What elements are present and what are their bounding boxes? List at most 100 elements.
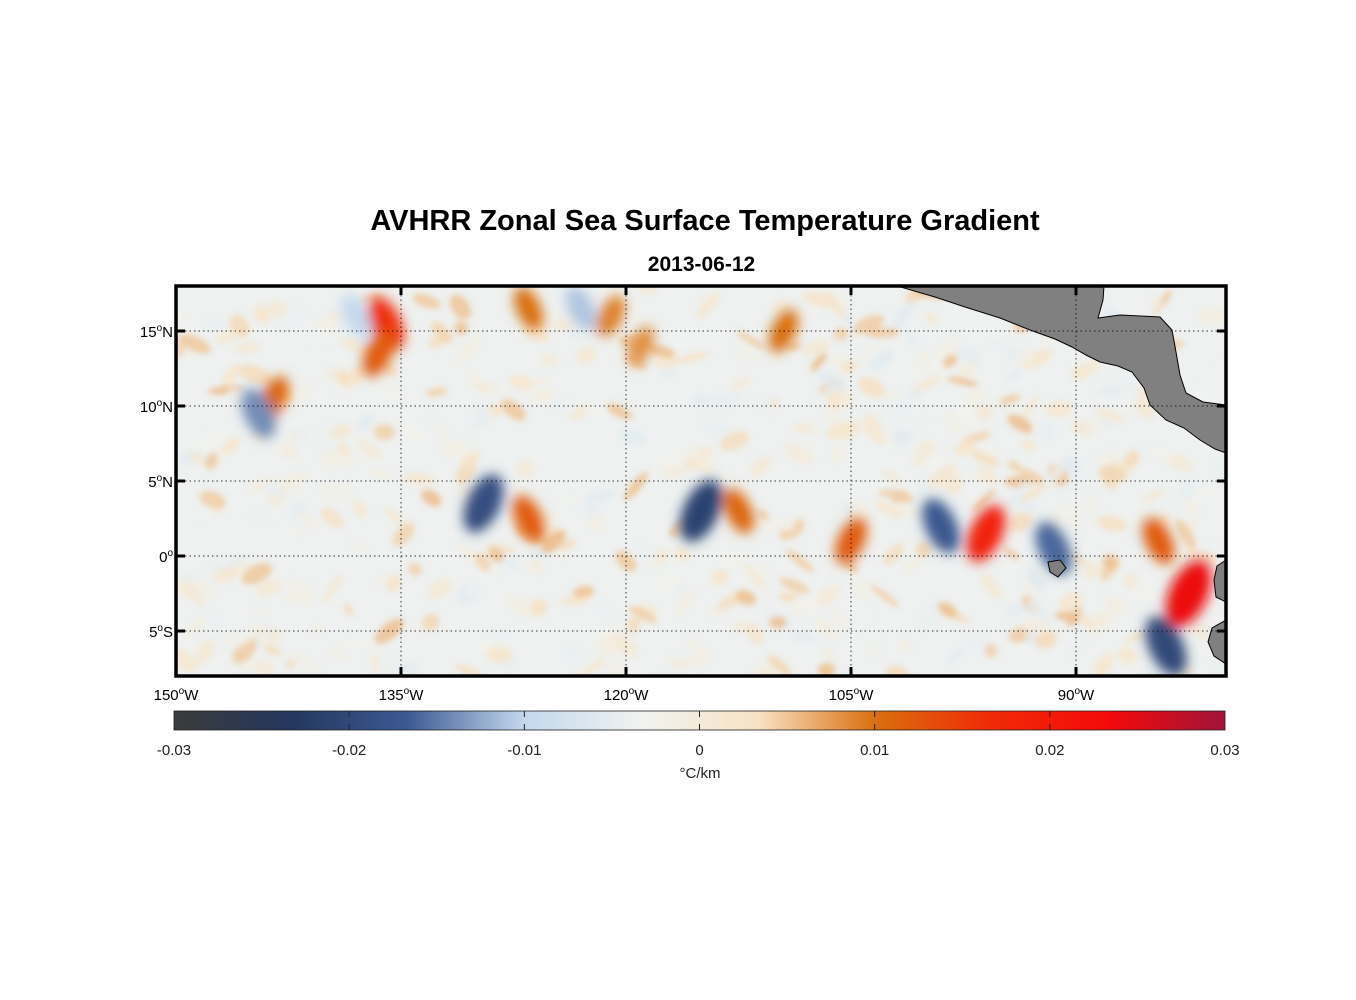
texture-blob — [684, 639, 700, 647]
texture-blob — [767, 655, 792, 676]
texture-blob — [1019, 468, 1045, 485]
texture-blob — [1094, 652, 1114, 676]
texture-blob — [292, 428, 307, 443]
texture-blob — [1054, 611, 1084, 622]
lat-tick-label: 10oN — [140, 398, 173, 416]
texture-blob — [660, 448, 687, 473]
texture-blob — [915, 351, 930, 367]
texture-blob — [891, 302, 914, 330]
gradient-feature — [835, 517, 867, 565]
texture-blob — [996, 559, 1020, 581]
texture-blob — [1190, 332, 1216, 361]
texture-blob — [675, 351, 710, 364]
texture-blob — [789, 599, 823, 614]
land-masses — [896, 286, 1226, 665]
texture-blob — [790, 632, 817, 642]
gradient-feature — [565, 286, 597, 331]
texture-blob — [919, 600, 945, 631]
texture-blob — [176, 647, 198, 673]
texture-blob — [328, 650, 349, 660]
texture-blob — [344, 587, 359, 601]
texture-blob — [783, 443, 815, 465]
texture-blob — [345, 366, 365, 387]
texture-blob — [787, 343, 802, 350]
texture-blob — [473, 383, 498, 391]
texture-blob — [579, 657, 608, 676]
texture-blob — [250, 604, 264, 616]
texture-blob — [892, 429, 913, 446]
texture-blob — [1196, 538, 1218, 553]
texture-blob — [249, 508, 266, 526]
texture-blob — [564, 645, 583, 662]
degree-symbol: o — [629, 686, 635, 697]
texture-blob — [737, 339, 760, 364]
texture-blob — [1095, 407, 1126, 423]
texture-blob — [954, 424, 983, 437]
texture-blob — [1008, 460, 1022, 472]
texture-blob — [857, 377, 885, 398]
texture-blob — [778, 592, 799, 602]
chart-title: AVHRR Zonal Sea Surface Temperature Grad… — [370, 205, 1040, 237]
lon-tick-label: 150oW — [154, 686, 200, 704]
texture-blob — [290, 502, 305, 518]
texture-blob — [256, 579, 283, 597]
degree-symbol: o — [1074, 686, 1080, 697]
texture-blob — [460, 451, 481, 468]
texture-blob — [288, 577, 305, 595]
texture-blob — [853, 366, 872, 384]
texture-blob — [851, 578, 871, 599]
texture-blob — [606, 403, 633, 420]
texture-blob — [930, 351, 950, 376]
gradient-feature — [512, 495, 545, 542]
texture-blob — [241, 563, 272, 585]
colorbar-tick-label: 0.03 — [1210, 742, 1239, 759]
texture-blob — [1177, 480, 1198, 502]
texture-blob — [318, 482, 353, 499]
texture-blob — [903, 328, 921, 350]
texture-blob — [587, 513, 605, 531]
texture-blob — [1024, 631, 1039, 646]
lon-tick-label: 90oW — [1058, 686, 1095, 704]
texture-blob — [343, 603, 354, 617]
texture-blob — [1116, 647, 1138, 664]
texture-blob — [980, 345, 1001, 367]
texture-blob — [918, 441, 932, 453]
texture-blob — [486, 646, 513, 663]
degree-symbol: o — [854, 686, 860, 697]
gradient-feature — [1035, 521, 1072, 576]
texture-blob — [196, 427, 226, 448]
texture-blob — [1129, 588, 1157, 601]
texture-blob — [221, 363, 241, 389]
south-america-land — [1207, 559, 1226, 665]
texture-blob — [392, 522, 415, 547]
chart-subtitle: 2013-06-12 — [647, 253, 756, 276]
texture-blob — [1123, 572, 1137, 589]
texture-blob — [199, 490, 226, 509]
texture-blob — [924, 453, 947, 473]
texture-blob — [810, 352, 827, 372]
texture-blob — [357, 415, 373, 431]
lat-tick-label: 15oN — [140, 323, 173, 341]
colorbar-tick-label: 0.01 — [860, 742, 889, 759]
texture-blob — [1037, 423, 1056, 441]
texture-blob — [969, 446, 1000, 467]
texture-blob — [633, 541, 658, 565]
texture-blob — [572, 585, 595, 598]
texture-blob — [585, 490, 619, 501]
texture-blob — [720, 430, 749, 451]
texture-blob — [980, 572, 1002, 600]
texture-blob — [494, 627, 507, 637]
texture-blob — [254, 659, 275, 676]
degree-symbol: o — [179, 686, 185, 697]
texture-blob — [277, 523, 300, 539]
texture-blob — [1068, 642, 1082, 660]
texture-blob — [1101, 419, 1114, 429]
texture-blob — [291, 380, 313, 404]
texture-blob — [421, 489, 442, 507]
texture-blob — [874, 500, 902, 519]
texture-blob — [690, 445, 709, 470]
texture-blob — [383, 363, 397, 377]
texture-blob — [205, 317, 230, 332]
texture-blob — [253, 305, 271, 324]
texture-blob — [557, 547, 571, 559]
